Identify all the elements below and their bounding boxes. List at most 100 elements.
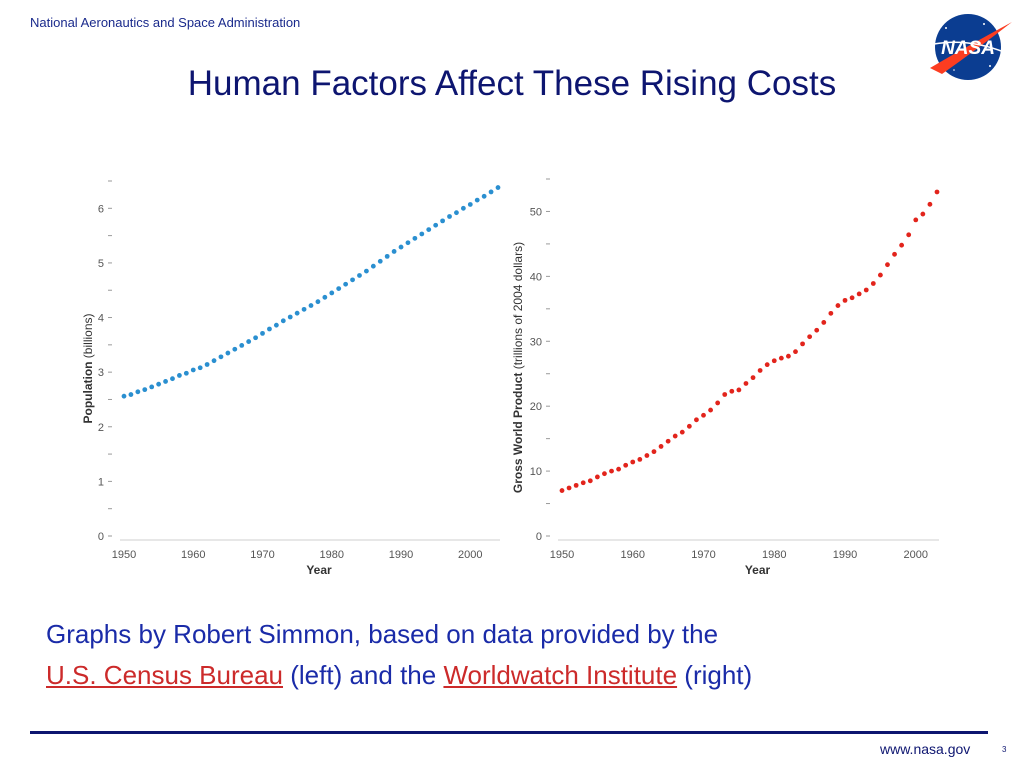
data-point xyxy=(672,433,678,439)
nasa-logo: NASA xyxy=(930,14,1012,80)
y-axis-label-unit: (trillions of 2004 dollars) xyxy=(511,242,525,369)
caption-mid: (left) and the xyxy=(283,660,444,690)
data-point xyxy=(474,197,480,203)
data-point xyxy=(849,295,855,301)
data-point xyxy=(708,407,713,413)
data-point xyxy=(204,362,210,367)
data-point xyxy=(807,334,813,340)
data-point xyxy=(665,438,671,444)
data-point xyxy=(835,303,841,308)
data-point xyxy=(821,320,827,325)
data-point xyxy=(460,205,466,211)
data-point xyxy=(580,480,586,486)
y-tick-label: 10 xyxy=(530,466,542,478)
data-point xyxy=(630,459,636,465)
y-tick-label: 0 xyxy=(98,531,104,543)
data-point xyxy=(211,358,217,364)
data-point xyxy=(377,258,383,264)
data-point xyxy=(343,281,349,287)
data-point xyxy=(764,362,770,368)
data-point xyxy=(814,327,820,333)
worldwatch-institute-link[interactable]: Worldwatch Institute xyxy=(443,660,678,690)
data-point xyxy=(927,201,933,207)
y-tick-label: 20 xyxy=(530,401,542,413)
data-point xyxy=(280,318,286,324)
census-bureau-link[interactable]: U.S. Census Bureau xyxy=(46,660,284,690)
data-point xyxy=(177,373,182,378)
data-point xyxy=(384,253,390,259)
data-point xyxy=(743,381,749,386)
data-point xyxy=(877,272,883,278)
y-axis-label-bold: Gross World Product xyxy=(511,369,525,493)
data-point xyxy=(253,335,258,341)
data-point xyxy=(594,474,600,480)
data-point xyxy=(294,310,300,316)
data-point xyxy=(197,365,203,371)
data-point xyxy=(828,310,834,316)
data-point xyxy=(183,370,189,376)
data-point xyxy=(637,457,643,462)
data-point xyxy=(391,249,397,254)
data-point xyxy=(454,210,459,216)
data-point xyxy=(778,355,784,361)
x-axis-label: Year xyxy=(745,563,771,577)
data-point xyxy=(260,330,265,336)
data-point xyxy=(573,482,579,488)
logo-swoosh xyxy=(930,22,1012,74)
x-tick-label: 1960 xyxy=(181,549,205,561)
population-chart: 0 1 2 3 4 5 6 1950 1960 1970 1980 1990 2000 Year Popul… xyxy=(81,180,501,577)
x-tick-label: 1960 xyxy=(621,549,645,561)
x-tick-label: 1990 xyxy=(833,549,857,561)
data-point xyxy=(267,326,272,332)
data-point xyxy=(701,412,706,418)
data-point xyxy=(658,444,664,449)
y-tick-label: 0 xyxy=(536,531,542,543)
data-point xyxy=(447,214,452,219)
data-point xyxy=(722,392,728,397)
y-tick-label: 6 xyxy=(98,203,104,215)
x-tick-label: 1970 xyxy=(691,549,715,561)
data-point xyxy=(786,353,791,359)
data-point xyxy=(364,268,369,274)
data-point xyxy=(433,222,439,228)
data-point xyxy=(287,314,293,320)
y-tick-label: 4 xyxy=(98,313,104,325)
data-point xyxy=(163,379,168,384)
data-point xyxy=(121,393,127,399)
data-point xyxy=(715,400,721,406)
data-point xyxy=(800,341,805,347)
x-axis-label: Year xyxy=(306,563,332,577)
y-tick-label: 2 xyxy=(98,422,104,434)
data-point xyxy=(771,358,777,364)
data-point xyxy=(488,189,494,195)
x-tick-label: 2000 xyxy=(904,549,928,561)
y-axis-label: Population (billions) xyxy=(81,313,95,423)
data-point xyxy=(609,468,614,474)
caption: Graphs by Robert Simmon, based on data p… xyxy=(46,614,996,696)
data-point xyxy=(566,485,572,491)
data-point xyxy=(225,350,231,356)
caption-line1: Graphs by Robert Simmon, based on data p… xyxy=(46,619,719,649)
y-tick-label: 3 xyxy=(98,367,104,379)
caption-end: (right) xyxy=(677,660,753,690)
data-point xyxy=(142,387,148,393)
data-point xyxy=(426,227,432,233)
data-point xyxy=(870,281,876,286)
data-point xyxy=(308,303,314,308)
x-tick-label: 1980 xyxy=(762,549,786,561)
data-point xyxy=(232,346,238,352)
data-point xyxy=(934,189,940,195)
data-point xyxy=(315,299,321,305)
x-tick-label: 2000 xyxy=(458,549,482,561)
data-point xyxy=(370,263,376,269)
data-point xyxy=(559,488,565,493)
x-tick-label: 1950 xyxy=(550,549,574,561)
x-tick-label: 1980 xyxy=(320,549,344,561)
data-point xyxy=(273,322,279,328)
y-axis-label: Gross World Product (trillions of 2004 d… xyxy=(511,242,525,493)
data-point xyxy=(128,392,134,397)
data-point xyxy=(920,211,926,217)
data-point xyxy=(467,202,473,207)
y-tick-label: 40 xyxy=(530,271,542,283)
data-point xyxy=(301,306,307,312)
